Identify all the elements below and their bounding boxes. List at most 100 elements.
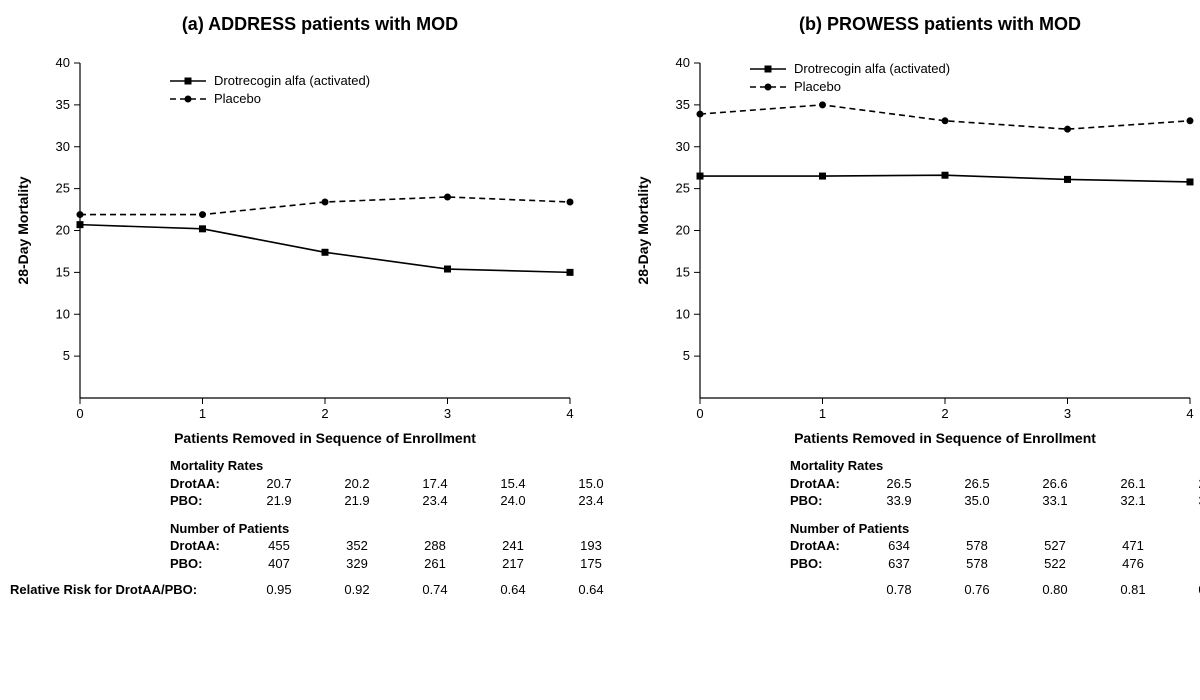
panel-a-rr-row: Relative Risk for DrotAA/PBO: 0.95 0.92 … — [10, 582, 630, 597]
drotaa-label: DrotAA: — [170, 475, 240, 493]
pbo-label: PBO: — [790, 555, 860, 573]
cell: 578 — [938, 537, 1016, 555]
cell: 35.0 — [938, 492, 1016, 510]
svg-text:20: 20 — [676, 223, 690, 238]
cell: 634 — [860, 537, 938, 555]
svg-text:15: 15 — [56, 264, 70, 279]
svg-text:0: 0 — [696, 406, 703, 421]
cell: 407 — [240, 555, 318, 573]
svg-text:28-Day Mortality: 28-Day Mortality — [635, 176, 651, 284]
cell: 0.80 — [1016, 582, 1094, 597]
cell: 20.2 — [318, 475, 396, 493]
svg-text:Drotrecogin alfa (activated): Drotrecogin alfa (activated) — [794, 61, 950, 76]
svg-text:Placebo: Placebo — [794, 79, 841, 94]
drotaa-label: DrotAA: — [170, 537, 240, 555]
panel-a-plot-wrap: 51015202530354001234Patients Removed in … — [10, 43, 630, 453]
svg-text:40: 40 — [676, 55, 690, 70]
panel-b-rr-row: 0.78 0.76 0.80 0.81 0.78 — [630, 582, 1200, 597]
panel-b-n-pbo-row: PBO: 637 578 522 476 429 — [790, 555, 1200, 573]
cell: 0.64 — [552, 582, 630, 597]
panel-b-plot-wrap: 51015202530354001234Patients Removed in … — [630, 43, 1200, 453]
svg-text:5: 5 — [683, 348, 690, 363]
svg-text:1: 1 — [819, 406, 826, 421]
svg-text:35: 35 — [56, 97, 70, 112]
cell: 217 — [474, 555, 552, 573]
svg-text:10: 10 — [676, 306, 690, 321]
cell: 17.4 — [396, 475, 474, 493]
cell: 261 — [396, 555, 474, 573]
svg-text:1: 1 — [199, 406, 206, 421]
figure-root: (a) ADDRESS patients with MOD 5101520253… — [0, 0, 1200, 700]
pbo-label: PBO: — [170, 492, 240, 510]
cell: 241 — [474, 537, 552, 555]
cell: 0.74 — [396, 582, 474, 597]
cell: 0.64 — [474, 582, 552, 597]
panel-a-chart: 51015202530354001234Patients Removed in … — [10, 43, 590, 453]
cell: 429 — [1172, 555, 1200, 573]
cell: 26.5 — [860, 475, 938, 493]
panel-b-mort-drotaa-row: DrotAA: 26.5 26.5 26.6 26.1 25.8 — [790, 475, 1200, 493]
svg-text:2: 2 — [321, 406, 328, 421]
cell: 26.1 — [1094, 475, 1172, 493]
panel-a-npat-head: Number of Patients — [170, 520, 630, 538]
cell: 476 — [1094, 555, 1172, 573]
cell: 0.76 — [938, 582, 1016, 597]
drotaa-label: DrotAA: — [790, 537, 860, 555]
panel-b-n-drotaa-row: DrotAA: 634 578 527 471 427 — [790, 537, 1200, 555]
panel-a-n-pbo-row: PBO: 407 329 261 217 175 — [170, 555, 630, 573]
cell: 288 — [396, 537, 474, 555]
cell: 32.1 — [1094, 492, 1172, 510]
panel-b: (b) PROWESS patients with MOD 5101520253… — [630, 10, 1200, 690]
cell: 578 — [938, 555, 1016, 573]
panel-b-npat-head: Number of Patients — [790, 520, 1200, 538]
drotaa-label: DrotAA: — [790, 475, 860, 493]
svg-text:4: 4 — [566, 406, 573, 421]
rr-spacer — [630, 582, 860, 597]
svg-text:28-Day Mortality: 28-Day Mortality — [15, 176, 31, 284]
svg-text:25: 25 — [676, 181, 690, 196]
svg-text:25: 25 — [56, 181, 70, 196]
cell: 21.9 — [318, 492, 396, 510]
cell: 455 — [240, 537, 318, 555]
panel-b-mort-pbo-row: PBO: 33.9 35.0 33.1 32.1 33.1 — [790, 492, 1200, 510]
cell: 15.4 — [474, 475, 552, 493]
pbo-label: PBO: — [790, 492, 860, 510]
cell: 427 — [1172, 537, 1200, 555]
svg-text:3: 3 — [1064, 406, 1071, 421]
panel-b-data-block: Mortality Rates DrotAA: 26.5 26.5 26.6 2… — [670, 457, 1200, 572]
panel-a-mortality-head: Mortality Rates — [170, 457, 630, 475]
svg-text:4: 4 — [1186, 406, 1193, 421]
cell: 329 — [318, 555, 396, 573]
cell: 175 — [552, 555, 630, 573]
cell: 0.95 — [240, 582, 318, 597]
cell: 637 — [860, 555, 938, 573]
svg-text:Patients Removed in Sequence o: Patients Removed in Sequence of Enrollme… — [794, 430, 1096, 446]
cell: 471 — [1094, 537, 1172, 555]
svg-text:0: 0 — [76, 406, 83, 421]
svg-text:10: 10 — [56, 306, 70, 321]
cell: 25.8 — [1172, 475, 1200, 493]
cell: 20.7 — [240, 475, 318, 493]
panel-a-data-block: Mortality Rates DrotAA: 20.7 20.2 17.4 1… — [50, 457, 630, 572]
cell: 23.4 — [552, 492, 630, 510]
svg-text:40: 40 — [56, 55, 70, 70]
cell: 33.9 — [860, 492, 938, 510]
cell: 527 — [1016, 537, 1094, 555]
svg-text:30: 30 — [56, 139, 70, 154]
svg-text:20: 20 — [56, 223, 70, 238]
pbo-label: PBO: — [170, 555, 240, 573]
cell: 33.1 — [1172, 492, 1200, 510]
svg-text:Drotrecogin alfa (activated): Drotrecogin alfa (activated) — [214, 73, 370, 88]
cell: 352 — [318, 537, 396, 555]
cell: 33.1 — [1016, 492, 1094, 510]
cell: 24.0 — [474, 492, 552, 510]
panel-b-mortality-head: Mortality Rates — [790, 457, 1200, 475]
svg-text:15: 15 — [676, 264, 690, 279]
cell: 0.92 — [318, 582, 396, 597]
panel-a-title: (a) ADDRESS patients with MOD — [10, 14, 630, 35]
cell: 26.5 — [938, 475, 1016, 493]
cell: 0.81 — [1094, 582, 1172, 597]
cell: 23.4 — [396, 492, 474, 510]
cell: 0.78 — [1172, 582, 1200, 597]
panel-a: (a) ADDRESS patients with MOD 5101520253… — [10, 10, 630, 690]
